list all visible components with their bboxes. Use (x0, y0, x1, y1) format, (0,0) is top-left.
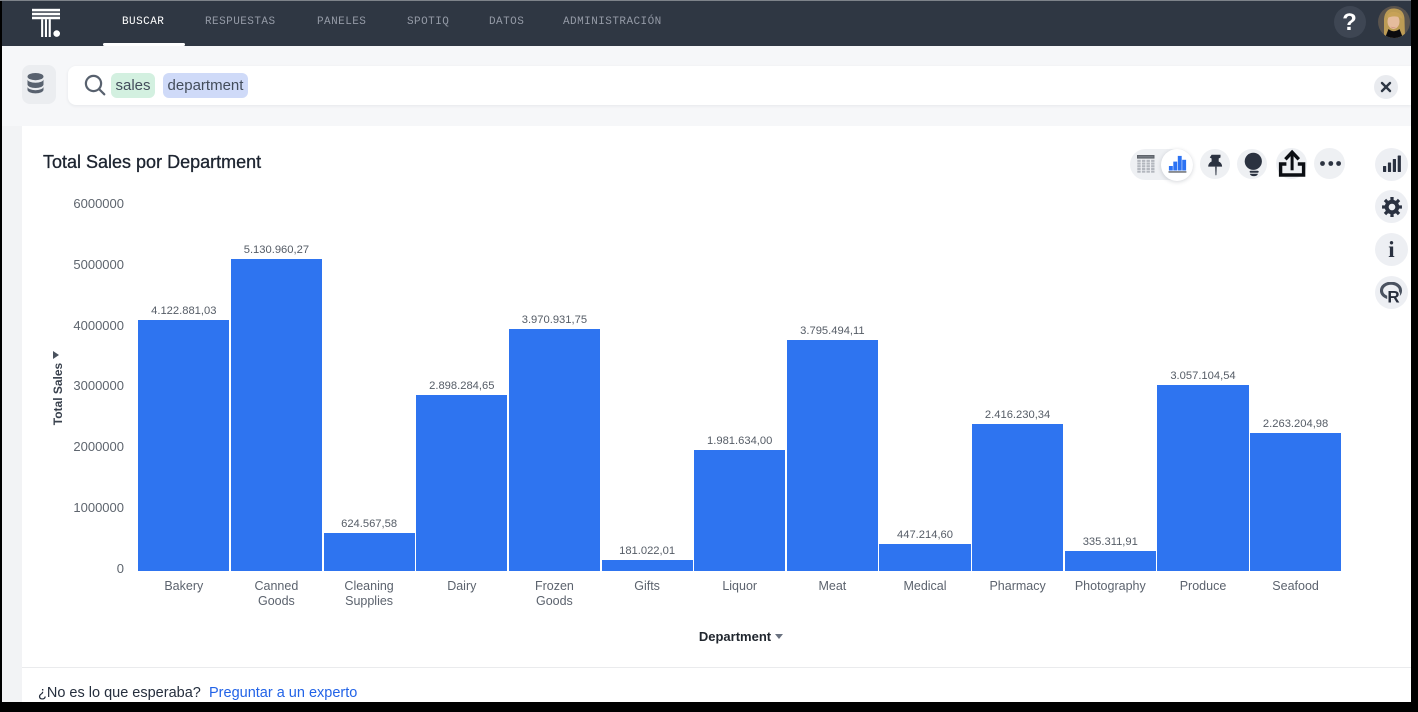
svg-text:R: R (1387, 287, 1399, 303)
